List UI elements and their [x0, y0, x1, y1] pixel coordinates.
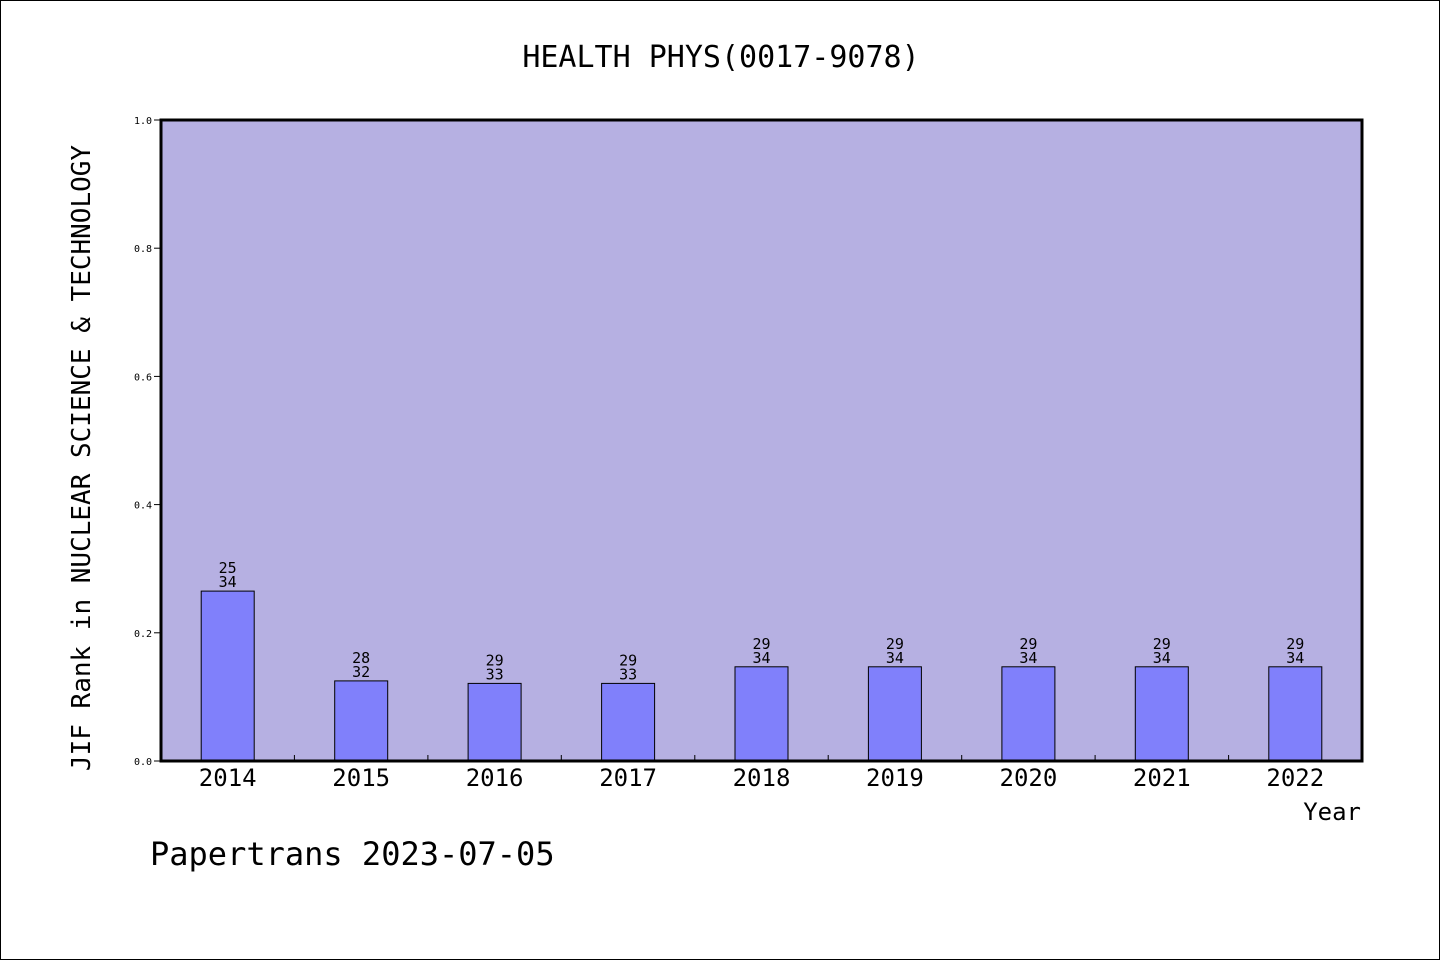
x-tick-label-2021: 2021 [1133, 764, 1191, 792]
y-tick-label-0.6: 0.6 [134, 372, 152, 383]
chart-title: HEALTH PHYS(0017-9078) [522, 40, 919, 75]
x-tick-label-2017: 2017 [599, 764, 657, 792]
bar-2019 [867, 666, 922, 762]
bar-2015 [334, 680, 389, 762]
x-tick-label-2015: 2015 [332, 764, 390, 792]
y-tick-label-1.0: 1.0 [134, 116, 152, 127]
bar-2020 [1001, 666, 1056, 762]
plot-area [161, 120, 1362, 761]
ticks-layer: 2014 2015 2016 2017 2018 2019 2020 2021 2022 0.0 0… [134, 116, 1324, 792]
y-tick-label-0.0: 0.0 [134, 757, 152, 768]
x-tick-label-2022: 2022 [1266, 764, 1324, 792]
y-tick-label-0.8: 0.8 [134, 244, 152, 255]
bar-rank-label-2018: 29 [752, 635, 770, 653]
bar-total-label-2014: 34 [219, 573, 237, 591]
x-tick-label-2020: 2020 [1000, 764, 1058, 792]
bar-2014 [200, 590, 255, 762]
bar-rank-label-2022: 29 [1286, 635, 1304, 653]
x-tick-label-2019: 2019 [866, 764, 924, 792]
bar-rank-label-2014: 25 [219, 559, 237, 577]
bars-layer [200, 590, 1323, 762]
bar-total-label-2021: 34 [1153, 649, 1171, 667]
bar-rank-label-2019: 29 [886, 635, 904, 653]
bar-rank-label-2016: 29 [486, 651, 504, 669]
bar-total-label-2022: 34 [1286, 649, 1304, 667]
x-tick-label-2016: 2016 [466, 764, 524, 792]
x-tick-label-2014: 2014 [199, 764, 257, 792]
bar-total-label-2016: 33 [486, 665, 504, 683]
bar-rank-label-2015: 28 [352, 649, 370, 667]
bar-total-label-2018: 34 [752, 649, 770, 667]
bar-2016 [467, 682, 522, 762]
x-tick-label-2018: 2018 [733, 764, 791, 792]
y-axis-label: JIF Rank in NUCLEAR SCIENCE & TECHNOLOGY [67, 145, 97, 771]
bar-total-label-2015: 32 [352, 663, 370, 681]
y-tick-label-0.2: 0.2 [134, 629, 152, 640]
footer-stamp: Papertrans 2023-07-05 [150, 835, 555, 873]
x-axis-label: Year [1303, 798, 1361, 826]
bar-rank-label-2017: 29 [619, 651, 637, 669]
bar-2017 [601, 682, 656, 762]
bar-2022 [1268, 666, 1323, 762]
bar-2018 [734, 666, 789, 762]
y-tick-label-0.4: 0.4 [134, 501, 152, 512]
bar-total-label-2017: 33 [619, 665, 637, 683]
plot-border [159, 118, 1364, 763]
bar-total-label-2020: 34 [1019, 649, 1037, 667]
bar-rank-label-2021: 29 [1153, 635, 1171, 653]
bar-total-label-2019: 34 [886, 649, 904, 667]
bar-rank-label-2020: 29 [1019, 635, 1037, 653]
bar-2021 [1134, 666, 1189, 762]
